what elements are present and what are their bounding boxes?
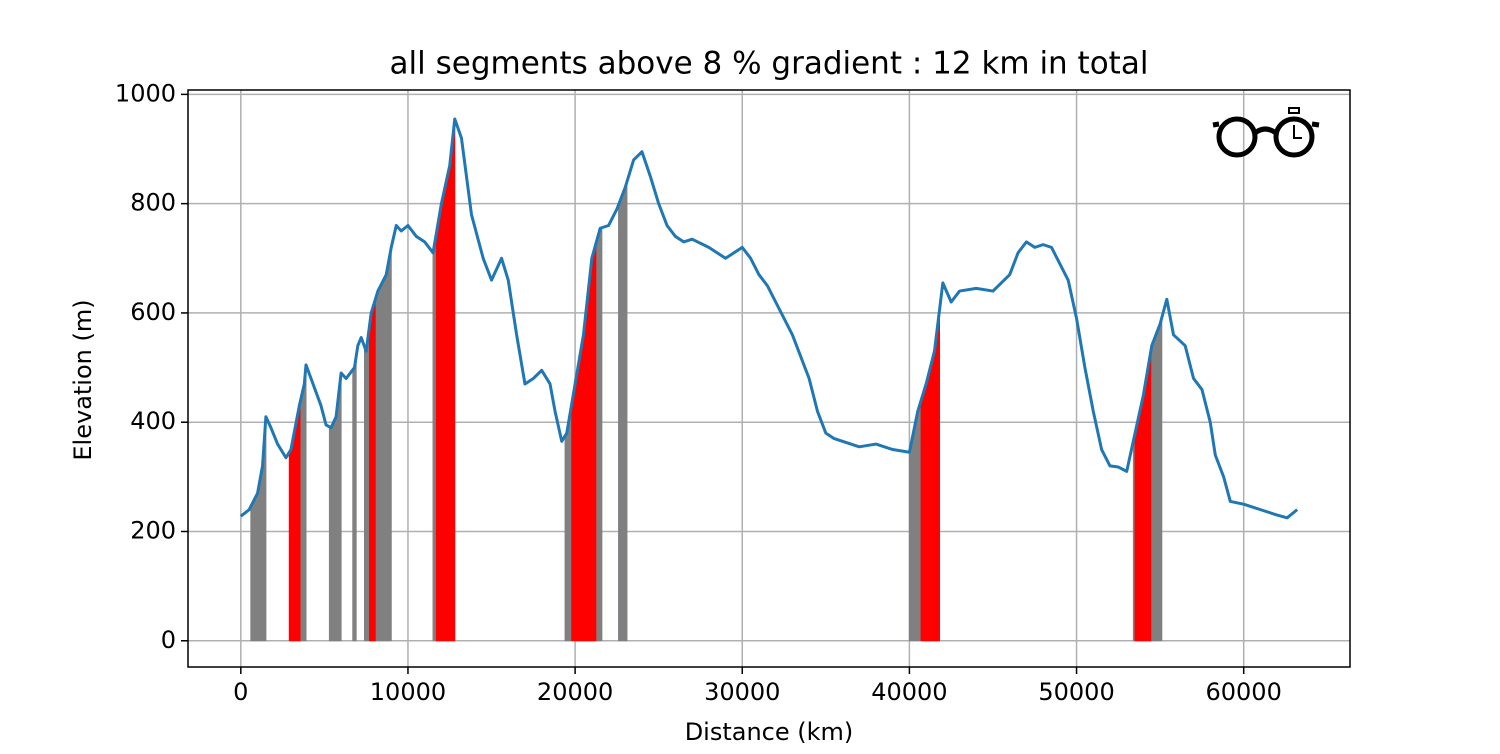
x-tick-label: 50000 [1038,678,1114,706]
plot-frame [187,89,1351,668]
y-tick-label: 0 [161,626,176,654]
gradient-segment [564,403,573,642]
y-tick-label: 400 [130,407,176,435]
gradient-segment [435,118,456,642]
logo-frame [1212,121,1320,136]
logo-hands [1293,125,1302,139]
gradient-segment [432,233,437,642]
logo-lens [1273,116,1315,158]
x-tick-label: 40000 [871,678,947,706]
gradient-segment [364,325,371,642]
y-tick-label: 800 [130,189,176,217]
x-tick-label: 20000 [537,678,613,706]
y-tick-label: 200 [130,516,176,544]
logo [1212,107,1320,158]
gradient-segment [596,227,603,642]
gradient-segment [1151,317,1163,642]
gradient-segment [369,296,377,642]
x-tick-label: 10000 [370,678,446,706]
logo-lens [1216,116,1258,158]
gradient-segment [375,247,392,642]
y-tick-label: 1000 [115,79,176,107]
gradient-segment [920,310,940,642]
x-tick-label: 0 [233,678,248,706]
x-axis-label: Distance (km) [685,718,854,746]
gradient-segment [352,356,357,642]
y-tick-label: 600 [130,298,176,326]
x-tick-label: 30000 [704,678,780,706]
logo-crown [1288,107,1300,114]
x-tick-label: 60000 [1206,678,1282,706]
gradient-segment [618,181,628,642]
plot: 0 10000 20000 30000 40000 50000 60000 0 200 400 60… [115,79,1350,706]
chart-title: all segments above 8 % gradient : 12 km … [390,46,1149,82]
gradient-segment [300,364,307,642]
elevation-line [239,117,1299,520]
y-axis-label: Elevation (m) [69,299,97,460]
